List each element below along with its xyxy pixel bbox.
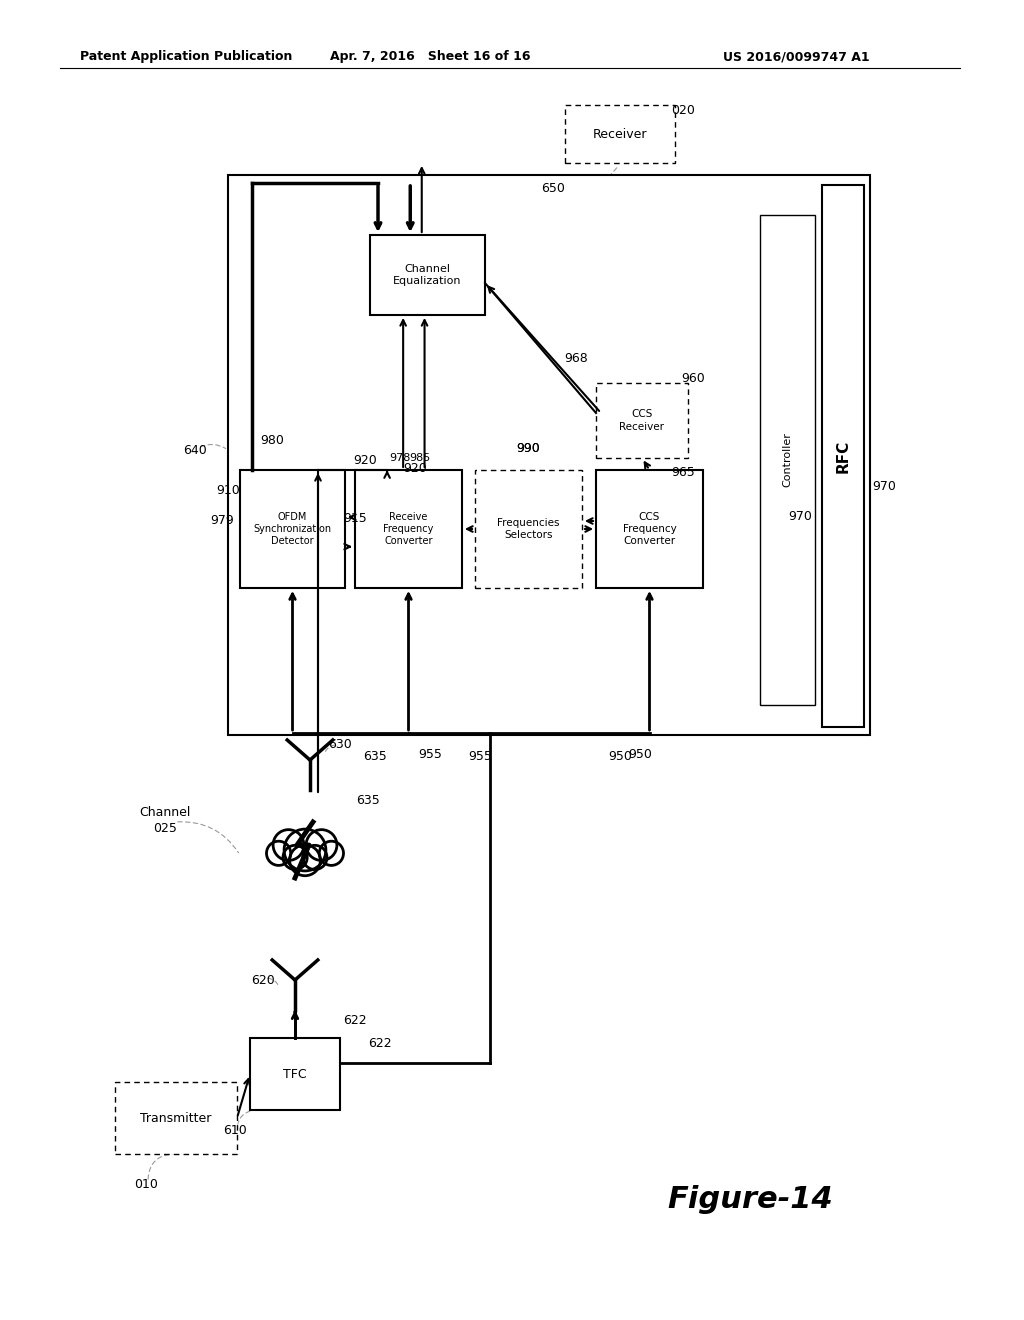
Text: 970: 970: [872, 479, 896, 492]
Text: 630: 630: [328, 738, 352, 751]
Text: 990: 990: [517, 441, 541, 454]
Circle shape: [273, 830, 304, 861]
Circle shape: [306, 830, 337, 861]
Bar: [355, 470, 462, 587]
Bar: [250, 1038, 340, 1110]
Text: 640: 640: [183, 444, 207, 457]
Bar: [822, 185, 864, 727]
Text: 955: 955: [418, 748, 442, 762]
Text: Frequencies
Selectors: Frequencies Selectors: [498, 517, 560, 540]
Text: 990: 990: [517, 441, 541, 454]
Bar: [565, 106, 675, 162]
Circle shape: [319, 841, 343, 866]
Text: 910: 910: [216, 483, 240, 496]
Text: 620: 620: [251, 974, 274, 986]
Text: 610: 610: [223, 1123, 247, 1137]
Text: Apr. 7, 2016   Sheet 16 of 16: Apr. 7, 2016 Sheet 16 of 16: [330, 50, 530, 63]
Text: 985: 985: [409, 453, 430, 463]
Text: Patent Application Publication: Patent Application Publication: [80, 50, 293, 63]
Text: 622: 622: [369, 1036, 392, 1049]
Text: 978: 978: [389, 453, 411, 463]
Text: 635: 635: [364, 751, 387, 763]
Text: 968: 968: [564, 351, 588, 364]
Text: 020: 020: [671, 103, 695, 116]
Text: TFC: TFC: [284, 1068, 307, 1081]
Text: Controller: Controller: [782, 433, 793, 487]
Text: 979: 979: [210, 513, 233, 527]
Text: 960: 960: [681, 371, 705, 384]
Bar: [228, 176, 870, 735]
Text: 635: 635: [356, 793, 380, 807]
Text: 965: 965: [671, 466, 695, 479]
Circle shape: [284, 829, 326, 871]
Bar: [475, 470, 582, 587]
Bar: [596, 383, 688, 458]
Bar: [596, 470, 703, 587]
Text: 010: 010: [134, 1177, 158, 1191]
Text: 950: 950: [628, 748, 652, 762]
Circle shape: [303, 845, 327, 870]
Text: 950: 950: [608, 751, 632, 763]
Text: RFC: RFC: [836, 440, 851, 473]
Text: Channel
025: Channel 025: [139, 805, 190, 834]
Bar: [240, 470, 345, 587]
Text: 622: 622: [343, 1014, 367, 1027]
Text: 650: 650: [541, 181, 565, 194]
Text: CCS
Receiver: CCS Receiver: [620, 409, 665, 432]
Text: 970: 970: [788, 510, 812, 523]
Text: OFDM
Synchronization
Detector: OFDM Synchronization Detector: [253, 512, 332, 546]
Text: Figure-14: Figure-14: [667, 1185, 833, 1214]
Bar: [760, 215, 815, 705]
Text: 920: 920: [403, 462, 427, 474]
Text: Channel
Equalization: Channel Equalization: [393, 264, 462, 286]
Bar: [370, 235, 485, 315]
Text: Receiver: Receiver: [593, 128, 647, 140]
Text: Receive
Frequency
Converter: Receive Frequency Converter: [383, 512, 434, 546]
Text: CCS
Frequency
Converter: CCS Frequency Converter: [623, 512, 677, 546]
Circle shape: [266, 841, 291, 866]
Text: 915: 915: [343, 512, 367, 525]
Text: Transmitter: Transmitter: [140, 1111, 212, 1125]
Bar: [115, 1082, 237, 1154]
Circle shape: [283, 845, 307, 870]
Text: 980: 980: [260, 433, 284, 446]
Text: 955: 955: [468, 751, 492, 763]
Text: US 2016/0099747 A1: US 2016/0099747 A1: [723, 50, 870, 63]
Text: 920: 920: [353, 454, 377, 466]
Circle shape: [290, 845, 321, 875]
